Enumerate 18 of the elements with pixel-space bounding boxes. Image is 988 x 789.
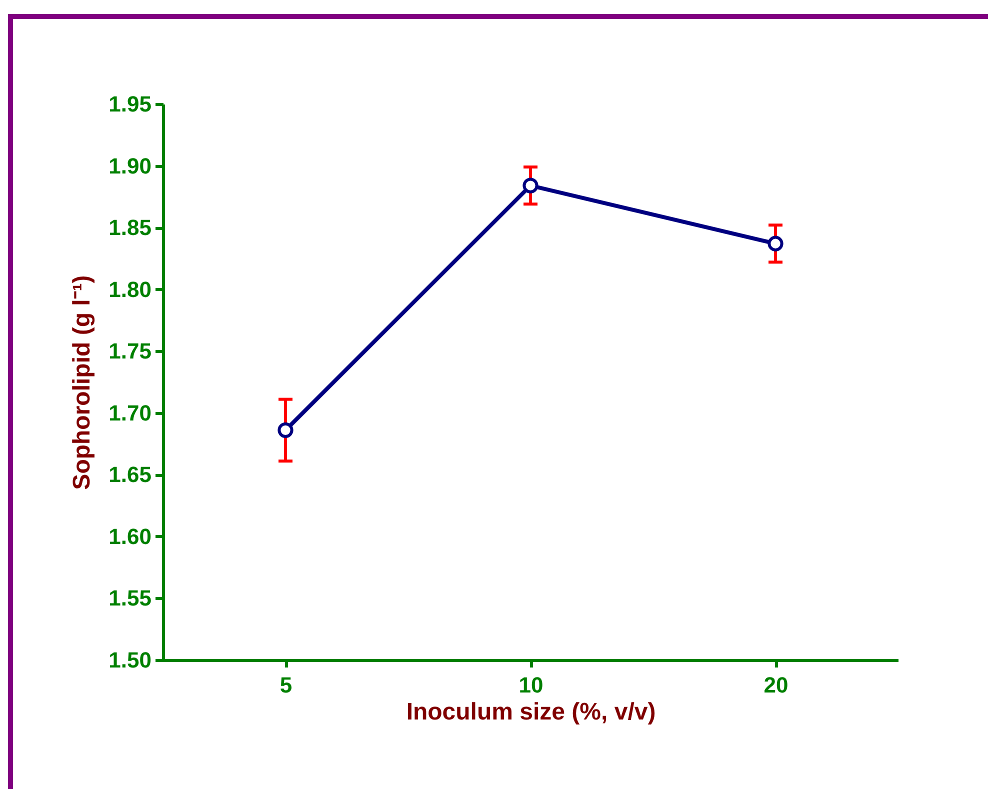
- y-tick-label: 1.95: [108, 92, 152, 116]
- point: [522, 178, 538, 194]
- y-tick-label: 1.50: [108, 648, 152, 672]
- x-tick-label: 10: [518, 672, 544, 698]
- x-tick-label: 5: [280, 672, 292, 698]
- y-axis-title: Sophorolipid (g l⁻¹): [68, 275, 96, 490]
- y-tick-label: 1.75: [108, 338, 152, 364]
- point: [278, 422, 294, 438]
- point: [768, 236, 784, 252]
- x-axis-title: Inoculum size (%, v/v): [406, 698, 656, 726]
- y-tick-label: 1.90: [108, 153, 152, 178]
- y-tick-label: 1.80: [108, 276, 152, 302]
- x-tick-label: 20: [764, 672, 788, 698]
- y-tick-label: 1.60: [108, 524, 152, 549]
- y-tick-label: 1.55: [108, 586, 152, 611]
- y-tick-label: 1.85: [108, 215, 152, 240]
- y-tick-label: 1.70: [108, 400, 152, 426]
- y-tick-label: 1.65: [108, 462, 152, 488]
